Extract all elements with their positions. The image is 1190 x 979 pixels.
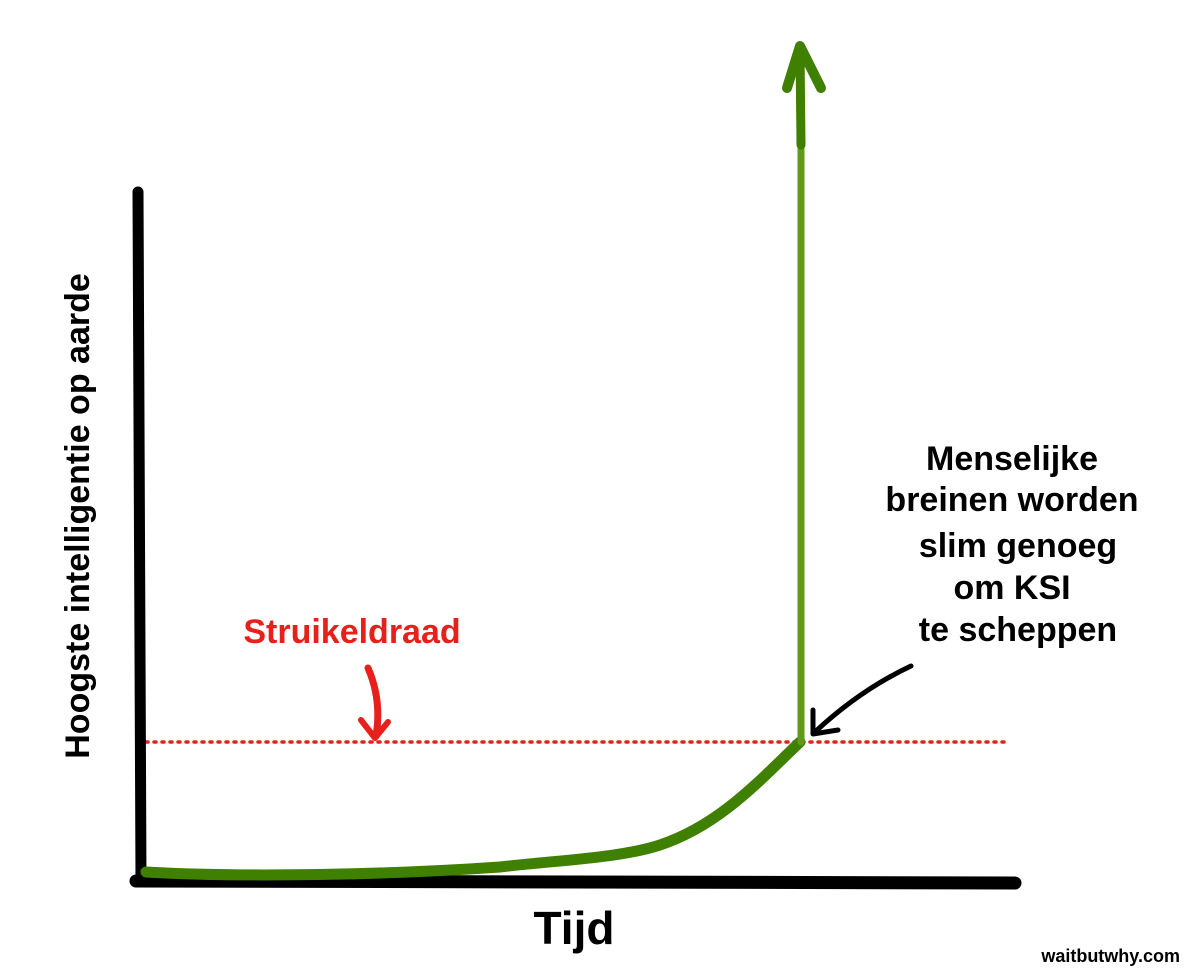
annotation-arrow-head <box>810 707 841 737</box>
y-axis <box>132 186 147 888</box>
annotation-line: om KSI <box>953 569 1070 607</box>
annotation-line: Menselijke <box>926 440 1098 478</box>
tripwire-arrow <box>364 664 382 740</box>
annotation-line: te scheppen <box>919 611 1117 649</box>
growth-curve <box>140 736 806 881</box>
annotation-arrow <box>812 663 914 735</box>
credit: waitbutwhy.com <box>1040 946 1180 966</box>
x-axis-label: Tijd <box>534 902 615 954</box>
vertical-growth-top <box>795 43 806 150</box>
tripwire-arrow-head <box>358 717 391 741</box>
annotation-line: breinen worden <box>885 481 1138 519</box>
tripwire-label: Struikeldraad <box>243 613 460 651</box>
arrow-head <box>782 41 826 93</box>
y-axis-label: Hoogste intelligentie op aarde <box>59 273 97 759</box>
x-axis <box>129 874 1022 890</box>
annotation-line: slim genoeg <box>919 527 1117 565</box>
